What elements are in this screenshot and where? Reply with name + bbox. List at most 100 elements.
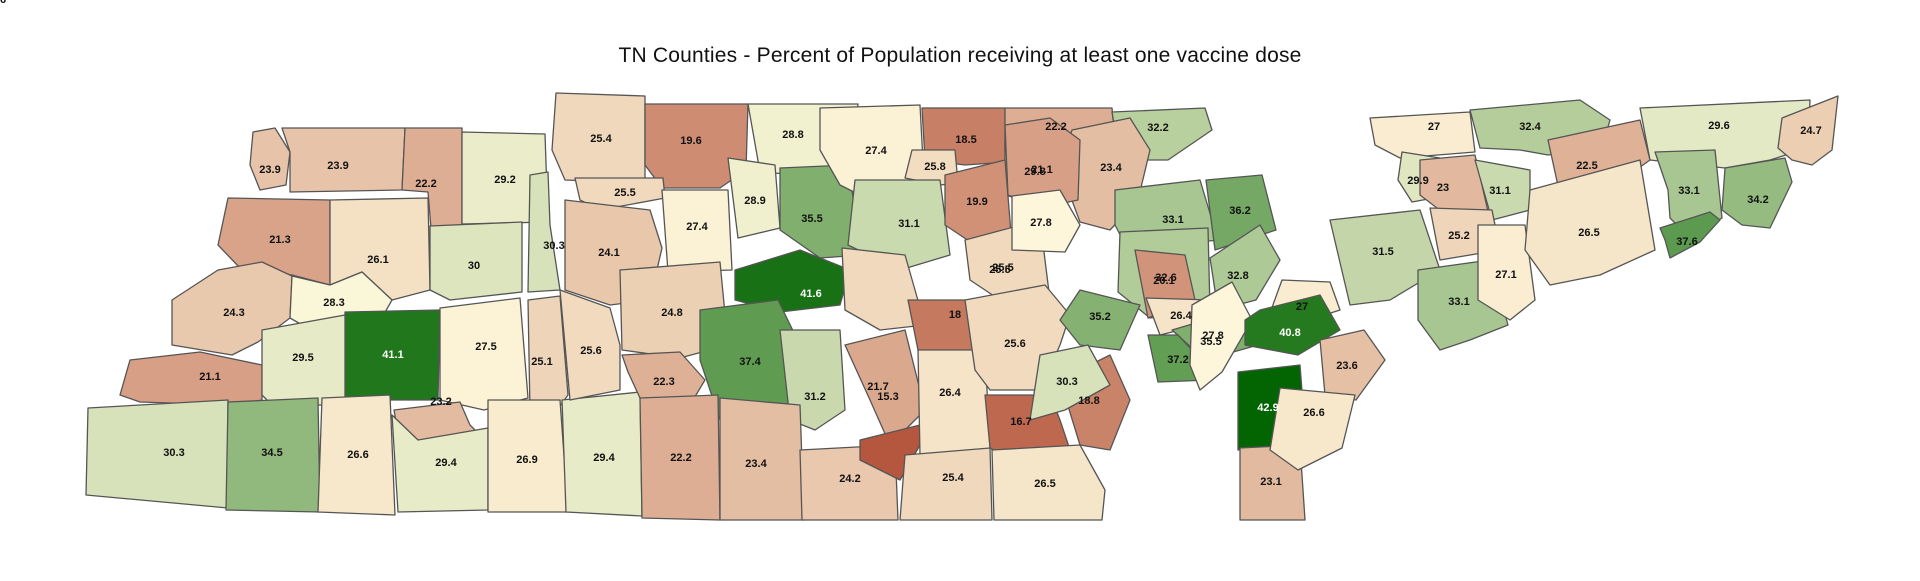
county-value-label: 41.6 xyxy=(800,288,821,300)
county-shape xyxy=(1059,289,1141,351)
county-value-label: 27 xyxy=(1428,121,1440,133)
county-value-label: 23.4 xyxy=(1100,162,1122,174)
county-value-label: 23.9 xyxy=(259,164,280,176)
county-value-label: 35.2 xyxy=(1089,311,1110,323)
county-value-label: 27.5 xyxy=(475,341,496,353)
county-value-label: 26.1 xyxy=(367,254,388,266)
county-value-label: 26.6 xyxy=(1303,407,1324,419)
county-value-label: 30.3 xyxy=(1056,376,1077,388)
county-layer xyxy=(85,92,1839,521)
county-value-label: 29.2 xyxy=(494,174,515,186)
county-value-label: 18.5 xyxy=(955,134,976,146)
county-shape xyxy=(1659,211,1721,259)
county-value-label: 27.8 xyxy=(1030,217,1051,229)
county-value-label: 33.1 xyxy=(1162,214,1183,226)
county-shape xyxy=(1524,159,1656,286)
county-value-label: 21.3 xyxy=(269,234,290,246)
county-value-label: 25.2 xyxy=(1448,230,1469,242)
county-value-label: 26 xyxy=(0,0,6,6)
county-value-label: 25.6 xyxy=(580,345,601,357)
county-value-label: 26.6 xyxy=(347,449,368,461)
county-value-label: 22.2 xyxy=(415,178,436,190)
county-value-label: 30 xyxy=(468,260,480,272)
county-value-label: 37.6 xyxy=(1676,236,1697,248)
county-value-label: 24.7 xyxy=(1800,125,1821,137)
county-value-label: 32.2 xyxy=(1147,122,1168,134)
county-shape xyxy=(841,247,926,331)
county-value-label: 23.9 xyxy=(327,160,348,172)
county-value-label: 31.2 xyxy=(804,391,825,403)
county-value-label: 32.4 xyxy=(1519,121,1541,133)
county-value-label: 21.7 xyxy=(867,381,888,393)
county-value-label: 15.3 xyxy=(877,391,898,403)
county-shape xyxy=(1477,224,1536,321)
county-value-label: 27.4 xyxy=(686,221,708,233)
county-shape xyxy=(281,127,406,193)
county-value-label: 22.2 xyxy=(1045,121,1066,133)
county-value-label: 31.1 xyxy=(898,218,919,230)
county-shape xyxy=(847,179,951,271)
county-shape xyxy=(439,297,529,411)
county-value-label: 32.8 xyxy=(1227,270,1248,282)
county-value-label: 23.4 xyxy=(745,458,767,470)
county-value-label: 29.5 xyxy=(292,352,313,364)
county-value-label: 30.3 xyxy=(163,447,184,459)
county-shape xyxy=(429,221,523,301)
county-value-label: 28.8 xyxy=(782,129,803,141)
county-value-label: 22.5 xyxy=(1576,160,1597,172)
county-value-label: 24.3 xyxy=(223,307,244,319)
county-value-label: 24.1 xyxy=(598,247,619,259)
county-shape xyxy=(1777,95,1839,166)
county-value-label: 30.3 xyxy=(543,240,564,252)
county-value-label: 24.2 xyxy=(839,473,860,485)
county-value-label: 26.5 xyxy=(1578,227,1599,239)
county-value-label: 26.9 xyxy=(516,454,537,466)
county-shape xyxy=(1244,294,1341,356)
county-shape xyxy=(734,249,851,313)
county-shape xyxy=(574,177,666,211)
county-shape xyxy=(559,289,621,401)
county-value-label: 33.1 xyxy=(1678,185,1699,197)
county-value-label: 23.1 xyxy=(1260,476,1281,488)
county-value-label: 40.8 xyxy=(1279,327,1300,339)
county-value-label: 41.1 xyxy=(382,349,403,361)
county-shape xyxy=(85,399,229,509)
county-value-label: 29.4 xyxy=(435,457,457,469)
county-value-label: 29.4 xyxy=(593,452,615,464)
county-value-label: 29.9 xyxy=(1407,175,1428,187)
county-value-label: 25.5 xyxy=(989,264,1010,276)
county-value-label: 27 xyxy=(1296,301,1308,313)
county-value-label: 31.5 xyxy=(1372,246,1393,258)
county-value-label: 25.4 xyxy=(942,472,964,484)
county-value-label: 20.1 xyxy=(1153,275,1174,287)
county-value-label: 37.4 xyxy=(739,356,761,368)
county-shape xyxy=(1319,329,1386,401)
county-value-label: 37.2 xyxy=(1167,354,1188,366)
county-value-label: 16.7 xyxy=(1010,416,1031,428)
county-value-label: 35.5 xyxy=(1200,336,1221,348)
county-value-label: 34.5 xyxy=(261,447,282,459)
county-value-label: 27.1 xyxy=(1495,269,1516,281)
county-label-layer: 23.9 23.9 22.2 29.2 21.3 26.1 30 30.3 24.3 28.3 41… xyxy=(0,0,1822,490)
county-value-label: 33.1 xyxy=(1448,296,1469,308)
county-value-label: 23.2 xyxy=(430,396,451,408)
county-value-label: 25.8 xyxy=(924,161,945,173)
county-value-label: 36.2 xyxy=(1229,205,1250,217)
county-shape xyxy=(1004,117,1081,209)
county-value-label: 25.6 xyxy=(1004,338,1025,350)
county-value-label: 18.8 xyxy=(1078,395,1099,407)
county-value-label: 22.2 xyxy=(670,452,691,464)
county-shape xyxy=(1011,189,1081,253)
county-value-label: 29.8 xyxy=(1024,166,1045,178)
map-title: TN Counties - Percent of Population rece… xyxy=(618,44,1302,67)
county-value-label: 28.9 xyxy=(744,195,765,207)
county-value-label: 27.8 xyxy=(1202,330,1223,342)
county-value-label: 23.6 xyxy=(1336,360,1357,372)
county-value-label: 23 xyxy=(1437,182,1449,194)
county-shape xyxy=(1189,281,1253,391)
county-value-label: 34.2 xyxy=(1747,194,1768,206)
county-value-label: 31.1 xyxy=(1489,185,1510,197)
county-shape xyxy=(661,189,733,273)
county-value-label: 18 xyxy=(949,309,961,321)
